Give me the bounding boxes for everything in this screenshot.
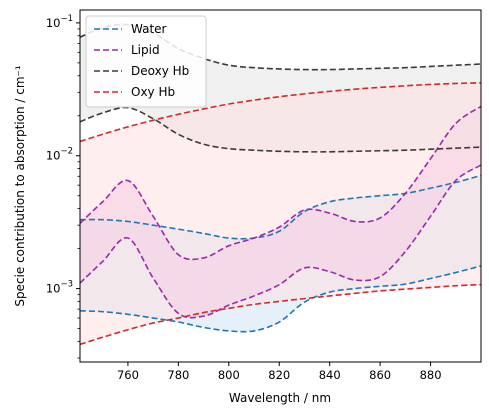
line-water-upper xyxy=(80,174,481,240)
x-axis-ticks: 760 780 800 820 840 860 880 xyxy=(117,362,442,382)
x-tick-label: 760 xyxy=(117,368,139,382)
line-water-lower xyxy=(80,265,481,333)
y-tick-label: 10−1 xyxy=(46,14,73,30)
line-oxy-hb-upper xyxy=(80,81,481,143)
y-tick-label: 10−3 xyxy=(46,280,73,296)
legend-label-water: Water xyxy=(131,22,167,36)
legend-label-oxy-hb: Oxy Hb xyxy=(131,85,175,99)
y-axis-label: Specie contribution to absorption / cm⁻¹ xyxy=(13,65,27,307)
line-lipid-upper xyxy=(80,105,481,261)
band-oxy-hb xyxy=(80,82,481,345)
y-axis-ticks: 10−3 10−2 10−1 xyxy=(46,14,80,359)
x-axis-label: Wavelength / nm xyxy=(229,391,331,405)
legend: Water Lipid Deoxy Hb Oxy Hb xyxy=(85,15,207,108)
legend-label-lipid: Lipid xyxy=(131,43,160,57)
legend-label-deoxy-hb: Deoxy Hb xyxy=(131,64,189,78)
x-tick-label: 800 xyxy=(218,368,240,382)
x-tick-label: 780 xyxy=(167,368,189,382)
legend-box xyxy=(85,15,207,108)
x-tick-label: 860 xyxy=(369,368,391,382)
x-tick-label: 840 xyxy=(319,368,341,382)
line-lipid-lower xyxy=(80,164,481,319)
line-deoxy-hb-lower xyxy=(80,106,481,153)
x-tick-label: 820 xyxy=(268,368,290,382)
y-tick-label: 10−2 xyxy=(46,147,73,163)
x-tick-label: 880 xyxy=(420,368,442,382)
line-oxy-hb-lower xyxy=(80,283,481,346)
plot-frame xyxy=(79,9,482,363)
